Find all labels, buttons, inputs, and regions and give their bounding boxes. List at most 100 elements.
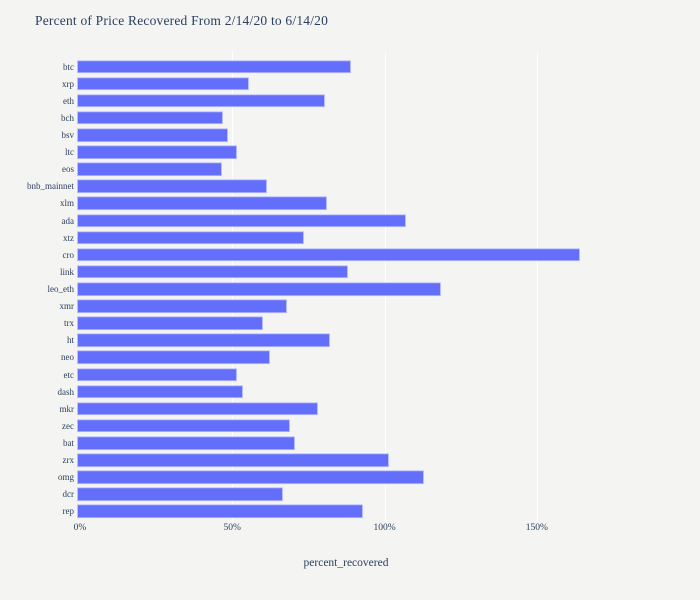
bar-row-eth: eth [0,92,683,109]
bar-row-btc: btc [0,58,683,75]
bar-row-dcr: dcr [0,486,683,503]
bar-track [77,417,683,434]
bar-track [77,246,683,263]
bar-track [77,400,683,417]
bar-ht[interactable] [77,333,330,348]
y-tick-label-xtz: xtz [63,232,74,243]
y-tick-label-xrp: xrp [62,78,74,89]
gridline-150% [536,52,538,522]
x-tick-label-0%: 0% [73,523,87,533]
bar-track [77,383,683,400]
bar-row-xmr: xmr [0,298,683,315]
bar-row-bsv: bsv [0,126,683,143]
y-tick-label-btc: btc [63,61,74,72]
bar-track [77,366,683,383]
y-tick-label-bch: bch [61,112,74,123]
bar-row-xlm: xlm [0,195,683,212]
bar-track [77,109,683,126]
bar-track [77,486,683,503]
bar-row-omg: omg [0,469,683,486]
bar-row-bat: bat [0,434,683,451]
bar-zrx[interactable] [77,453,390,467]
bar-rep[interactable] [77,504,364,519]
x-axis-title: percent_recovered [303,557,389,569]
bar-eth[interactable] [77,93,326,108]
y-tick-label-bsv: bsv [61,129,74,140]
bar-row-neo: neo [0,349,683,366]
x-tick-label-150%: 150% [525,523,548,533]
bar-row-ht: ht [0,332,683,349]
bar-zec[interactable] [77,419,291,433]
bar-track [77,315,683,332]
y-tick-label-ltc: ltc [65,147,74,158]
bar-ada[interactable] [77,213,406,228]
bar-xlm[interactable] [77,196,327,211]
bar-track [77,144,683,161]
bar-track [77,452,683,469]
y-tick-label-ht: ht [66,335,74,346]
bar-dcr[interactable] [77,487,283,502]
x-tick-label-50%: 50% [223,523,241,533]
y-tick-label-cro: cro [62,249,75,260]
y-tick-label-ada: ada [61,215,75,226]
y-tick-label-zrx: zrx [62,455,75,466]
y-tick-label-eos: eos [62,164,74,175]
bar-row-zrx: zrx [0,452,683,469]
bar-track [77,195,683,212]
y-tick-label-bnb_mainnet: bnb_mainnet [27,181,74,192]
bar-bnb_mainnet[interactable] [77,179,268,194]
bar-cro[interactable] [77,247,580,262]
y-tick-label-rep: rep [62,506,75,517]
bar-etc[interactable] [77,367,237,382]
x-tick-label-100%: 100% [373,523,396,533]
y-tick-label-etc: etc [63,369,75,380]
bar-bch[interactable] [77,111,224,125]
bar-track [77,92,683,109]
bar-row-bch: bch [0,109,683,126]
y-tick-label-mkr: mkr [59,403,75,414]
bar-btc[interactable] [77,59,352,74]
y-tick-label-eth: eth [63,95,74,106]
bar-bat[interactable] [77,436,295,450]
bar-track [77,263,683,280]
bar-row-dash: dash [0,383,683,400]
bar-row-mkr: mkr [0,400,683,417]
bar-neo[interactable] [77,350,271,365]
bar-leo_eth[interactable] [77,282,441,296]
bar-mkr[interactable] [77,401,318,416]
bar-track [77,229,683,246]
bar-xmr[interactable] [77,299,288,313]
bar-track [77,126,683,143]
bar-row-link: link [0,263,683,280]
y-tick-label-bat: bat [63,437,74,448]
bar-track [77,58,683,75]
bar-eos[interactable] [77,162,222,176]
bar-row-xtz: xtz [0,229,683,246]
bar-trx[interactable] [77,316,263,330]
bar-xtz[interactable] [77,230,304,245]
y-tick-label-dcr: dcr [62,489,75,500]
y-tick-label-omg: omg [57,472,74,483]
bar-row-rep: rep [0,503,683,520]
bar-track [77,161,683,178]
bar-xrp[interactable] [77,76,250,91]
bar-omg[interactable] [77,470,425,484]
chart-title: Percent of Price Recovered From 2/14/20 … [35,13,329,28]
bar-dash[interactable] [77,384,243,399]
bar-link[interactable] [77,265,349,279]
bar-row-etc: etc [0,366,683,383]
bar-bsv[interactable] [77,128,228,142]
x-axis-ticks: 0% 50% 100% 150% [0,523,700,537]
bar-track [77,469,683,486]
bar-track [77,298,683,315]
bar-row-cro: cro [0,246,683,263]
bar-row-xrp: xrp [0,75,683,92]
bar-ltc[interactable] [77,145,237,159]
bar-track [77,280,683,297]
bar-track [77,434,683,451]
y-tick-label-neo: neo [61,352,74,363]
bar-track [77,178,683,195]
y-tick-label-leo_eth: leo_eth [47,283,75,294]
